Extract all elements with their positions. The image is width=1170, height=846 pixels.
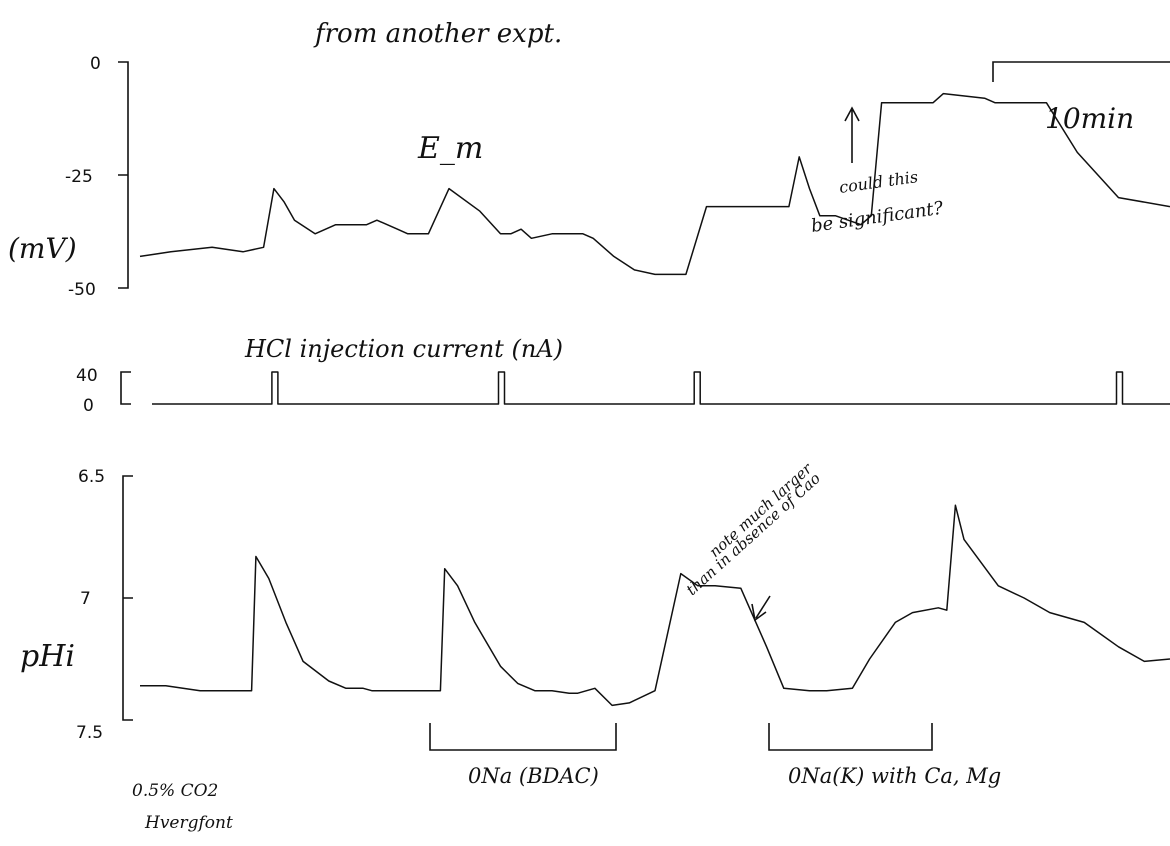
note-line2: than in absence of Cao [683,469,824,599]
em-ytick-2: -50 [68,280,96,300]
scale-bar-label: 10min [1045,102,1134,135]
em-y-axis [118,61,129,289]
current-trace [152,371,1170,405]
phi-ylabel: pHi [20,639,75,674]
significant-note-line2: be significant? [810,198,945,237]
current-ytick-0: 40 [76,366,98,386]
ona-k-bracket [768,723,933,751]
current-title: HCl injection current (nA) [244,335,563,363]
significant-arrow [844,106,860,163]
em-ytick-1: -25 [65,167,93,187]
current-series-line [152,371,1170,405]
current-ytick-1: 0 [83,396,94,416]
phi-series-line [140,504,1170,707]
co2-label-line1: 0.5% CO2 [132,781,218,801]
note-line1: note much larger [706,459,816,561]
em-trace-label: E_m [417,131,483,166]
em-trace [139,92,1170,276]
significant-note-line1: could this [838,167,919,197]
current-y-axis [120,371,131,405]
phi-y-axis [122,475,133,721]
em-ytick-0: 0 [90,54,101,74]
ona-bdac-bracket [429,723,617,751]
phi-ytick-1: 7 [80,589,91,609]
em-ylabel: (mV) [8,232,77,265]
ona-k-label: 0Na(K) with Ca, Mg [788,764,1001,788]
phi-ytick-2: 7.5 [76,723,103,743]
co2-label-line2: Hvergfont [144,813,233,833]
note-arrow [751,595,771,622]
ona-bdac-label: 0Na (BDAC) [468,764,599,788]
em-series-line [139,92,1170,276]
phi-trace [140,504,1170,707]
phi-ytick-0: 6.5 [78,467,105,487]
scale-bar [992,61,1170,82]
figure-title: from another expt. [313,19,562,49]
